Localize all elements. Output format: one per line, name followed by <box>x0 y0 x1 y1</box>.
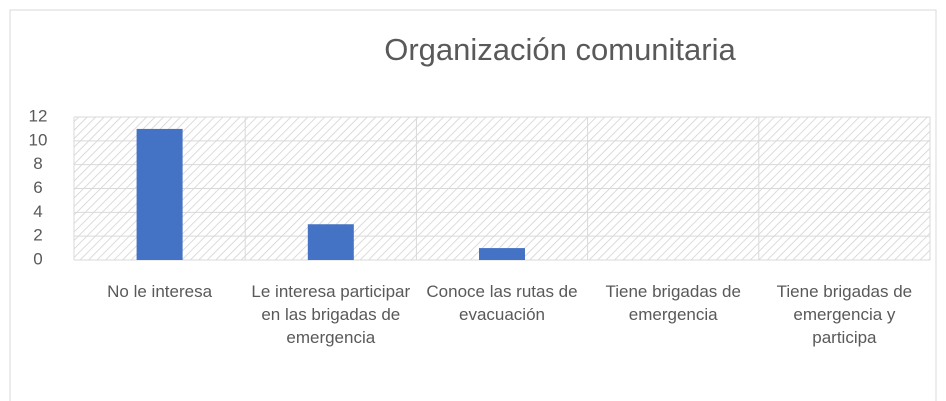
bar <box>307 224 354 260</box>
x-tick-label: No le interesa <box>107 282 213 301</box>
y-tick-label: 8 <box>33 154 42 173</box>
y-tick-label: 12 <box>29 106 48 125</box>
x-tick-label: Tiene brigadas de emergencia y participa <box>776 282 913 347</box>
y-tick-label: 0 <box>33 249 42 268</box>
bar <box>136 128 183 260</box>
y-tick-label: 2 <box>33 226 42 245</box>
chart-title: Organización comunitaria <box>384 32 736 67</box>
x-tick-label: Tiene brigadas de emergencia <box>605 282 741 324</box>
y-tick-label: 4 <box>33 202 42 221</box>
x-tick-label: Conoce las rutas de evacuación <box>426 282 578 324</box>
x-tick-label: Le interesa participar en las brigadas d… <box>251 282 411 347</box>
y-tick-label: 10 <box>29 130 48 149</box>
bar <box>479 248 525 260</box>
y-tick-label: 6 <box>33 178 42 197</box>
